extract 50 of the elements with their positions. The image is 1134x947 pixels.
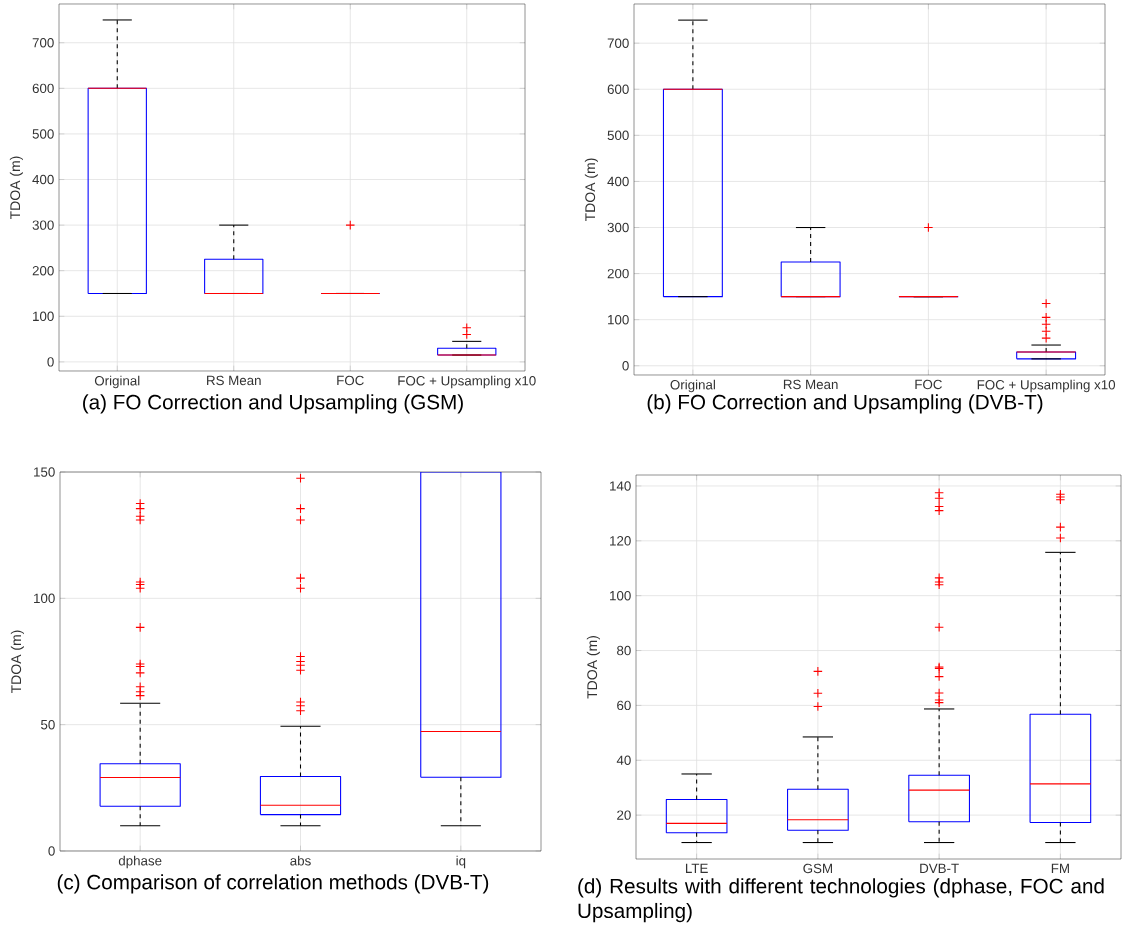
y-tick-label: 50	[41, 719, 55, 730]
y-tick-label: 400	[607, 176, 629, 187]
y-tick-label: 400	[32, 174, 54, 185]
y-axis-title: TDOA (m)	[584, 158, 598, 222]
x-tick-label: Original	[94, 375, 140, 389]
y-axis-title: TDOA (m)	[10, 630, 24, 694]
text: (a) FO Correction and Upsampling (GSM)	[83, 394, 463, 414]
y-axis-title: TDOA (m)	[586, 636, 600, 699]
text: (b) FO Correction and Upsampling (DVB-T)	[647, 394, 1043, 414]
y-tick-label: 500	[32, 129, 54, 139]
x-tick-label: FOC + Upsampling x10	[398, 375, 536, 389]
x-tick-label: FOC	[915, 379, 942, 390]
y-tick-label: 140	[610, 481, 631, 491]
x-tick-label: GSM	[803, 863, 832, 874]
x-tick-label: FM	[1051, 863, 1069, 873]
x-tick-label: dphase	[118, 855, 162, 869]
y-axis-title: TDOA (m)	[9, 156, 23, 220]
y-tick-label: 700	[607, 38, 629, 48]
y-tick-label: 200	[32, 265, 54, 276]
x-tick-label: FOC + Upsampling x10	[977, 379, 1116, 393]
x-tick-label: iq	[456, 855, 466, 869]
y-tick-label: 600	[32, 83, 54, 94]
x-tick-label: LTE	[685, 863, 708, 873]
x-tick-label: Original	[670, 379, 715, 393]
y-tick-label: 0	[622, 361, 629, 371]
x-tick-label: abs	[290, 855, 311, 866]
y-tick-label: 100	[34, 593, 55, 604]
x-tick-label: DVB-T	[920, 863, 959, 873]
y-tick-label: 300	[32, 220, 54, 230]
y-tick-label: 100	[610, 590, 631, 601]
y-tick-label: 0	[48, 846, 55, 856]
y-tick-label: 20	[617, 810, 631, 820]
x-tick-label: RS Mean	[207, 375, 261, 386]
y-tick-label: 40	[616, 755, 631, 765]
y-tick-label: 700	[32, 38, 54, 48]
y-tick-label: 600	[607, 84, 629, 94]
x-tick-label: RS Mean	[783, 379, 838, 390]
y-tick-label: 200	[607, 268, 629, 279]
y-tick-label: 100	[608, 314, 629, 325]
y-tick-label: 300	[607, 222, 629, 233]
y-tick-label: 100	[33, 311, 54, 321]
y-tick-label: 150	[34, 467, 55, 477]
text: (d) Results with different technologies (dphase, FOC and Upsampling)	[578, 878, 1104, 923]
x-tick-label: FOC	[337, 375, 364, 386]
y-tick-label: 120	[610, 536, 631, 546]
text: (c) Comparison of correlation methods (DVB-T)	[57, 874, 489, 894]
y-tick-label: 0	[47, 357, 54, 367]
y-tick-label: 80	[617, 645, 631, 656]
y-tick-label: 60	[617, 700, 631, 711]
y-tick-label: 500	[607, 130, 629, 141]
